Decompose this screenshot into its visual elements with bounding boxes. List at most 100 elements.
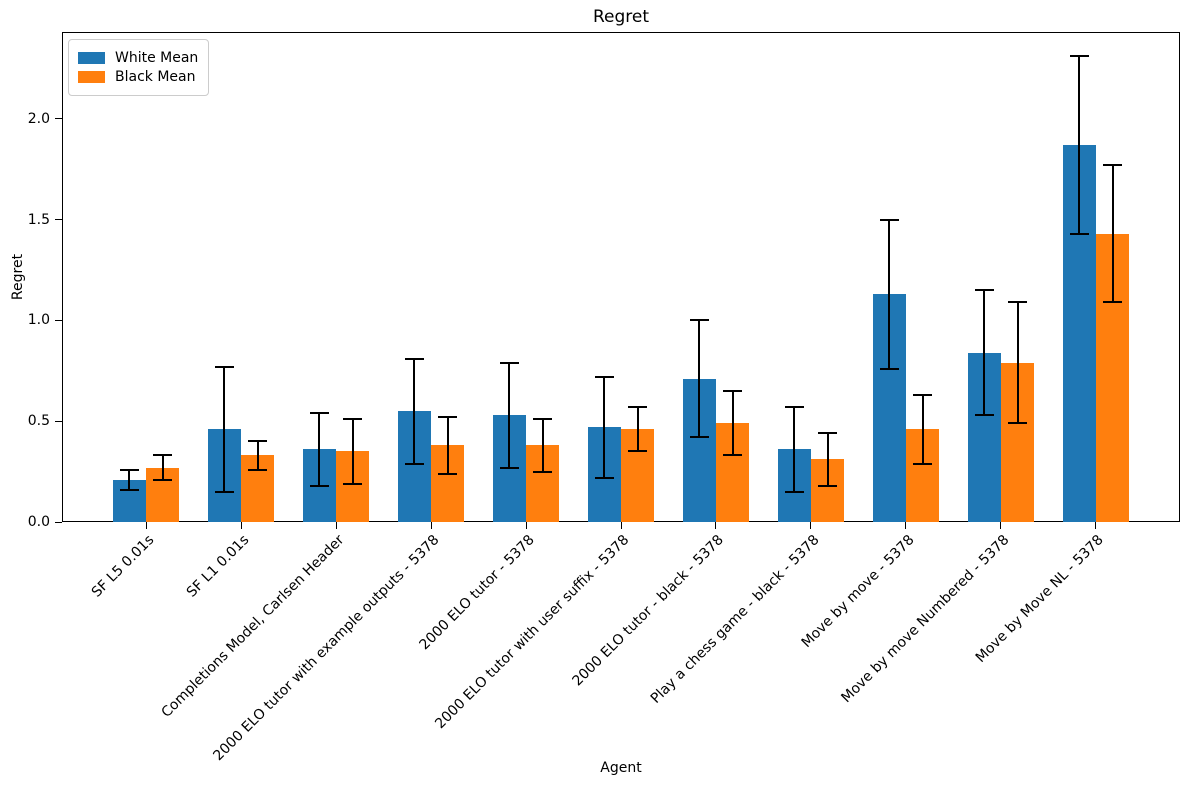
x-tick-label-text: SF L5 0.01s [88, 532, 158, 601]
x-tick-label-text: 2000 ELO tutor - black - 5378 [569, 532, 728, 690]
x-tick [335, 522, 337, 529]
y-tick [55, 420, 62, 422]
error-bar [698, 320, 701, 438]
error-bar-cap-bottom [119, 488, 139, 491]
error-bar [921, 394, 924, 464]
error-bar-cap-bottom [974, 414, 994, 417]
error-bar [256, 441, 259, 470]
error-bar [983, 290, 986, 416]
y-axis-label: Regret [10, 253, 26, 301]
legend-entry-white-mean: White Mean [78, 50, 198, 66]
error-bar-cap-bottom [913, 462, 933, 465]
error-bar-cap-bottom [1069, 232, 1089, 235]
legend-swatch-black-mean [78, 71, 105, 83]
error-bar [161, 455, 164, 480]
error-bar-cap-bottom [404, 462, 424, 465]
error-bar-cap-top [1103, 164, 1123, 167]
x-tick [620, 522, 622, 529]
error-bar-cap-top [784, 406, 804, 409]
error-bar [636, 407, 639, 452]
x-tick [905, 522, 907, 529]
error-bar-cap-bottom [879, 367, 899, 370]
error-bar-cap-top [248, 440, 268, 443]
y-tick-label: 1.0 [27, 312, 50, 329]
x-tick [240, 522, 242, 529]
x-tick [715, 522, 717, 529]
error-bar-cap-top [153, 454, 173, 457]
error-bar-cap-bottom [818, 484, 838, 487]
x-tick [525, 522, 527, 529]
x-tick-label-text: 2000 ELO tutor with example outputs - 53… [210, 532, 443, 765]
error-bar-cap-top [974, 289, 994, 292]
error-bar [413, 358, 416, 464]
legend-label-black-mean: Black Mean [115, 69, 196, 85]
error-bar-cap-top [1069, 55, 1089, 58]
error-bar-cap-top [689, 319, 709, 322]
error-bar-cap-top [343, 418, 363, 421]
error-bar-cap-bottom [723, 454, 743, 457]
error-bar-cap-bottom [499, 466, 519, 469]
error-bar [541, 419, 544, 472]
error-bar-cap-bottom [248, 468, 268, 471]
error-bar [1078, 56, 1081, 234]
x-axis-label: Agent [600, 760, 642, 776]
error-bar [888, 219, 891, 369]
error-bar [128, 469, 131, 490]
legend-entry-black-mean: Black Mean [78, 69, 198, 85]
y-tick [55, 319, 62, 321]
error-bar-cap-bottom [214, 490, 234, 493]
legend-label-white-mean: White Mean [115, 50, 199, 66]
error-bar-cap-bottom [1103, 301, 1123, 304]
error-bar-cap-top [499, 361, 519, 364]
error-bar [731, 390, 734, 456]
error-bar-cap-bottom [343, 482, 363, 485]
error-bar-cap-bottom [438, 472, 458, 475]
error-bar [446, 417, 449, 474]
y-tick [55, 118, 62, 120]
error-bar-cap-top [214, 365, 234, 368]
error-bar-cap-bottom [533, 470, 553, 473]
error-bar [793, 407, 796, 492]
x-tick [810, 522, 812, 529]
error-bar-cap-top [404, 357, 424, 360]
error-bar [1016, 302, 1019, 424]
error-bar [826, 433, 829, 486]
error-bar-cap-bottom [309, 484, 329, 487]
y-tick-label: 2.0 [27, 110, 50, 127]
error-bar [508, 362, 511, 468]
y-tick-label: 0.0 [27, 514, 50, 530]
error-bar-cap-top [913, 393, 933, 396]
error-bar-cap-top [438, 416, 458, 419]
error-bar [1111, 165, 1114, 303]
error-bar-cap-bottom [784, 490, 804, 493]
x-tick-label-text: Play a chess game - black - 5378 [647, 532, 823, 707]
y-tick [55, 521, 62, 523]
error-bar-cap-top [594, 375, 614, 378]
x-tick [1095, 522, 1097, 529]
error-bar [351, 419, 354, 484]
x-tick-label-text: SF L1 0.01s [183, 532, 253, 601]
x-tick-label-text: 2000 ELO tutor with user suffix - 5378 [432, 532, 633, 733]
error-bar [318, 413, 321, 486]
error-bar-cap-bottom [1008, 422, 1028, 425]
x-tick [145, 522, 147, 529]
y-tick-label: 1.5 [27, 211, 50, 228]
error-bar-cap-top [119, 468, 139, 471]
error-bar-cap-top [818, 432, 838, 435]
x-tick-label-text: Move by move Numbered - 5378 [838, 532, 1013, 707]
error-bar-cap-top [1008, 301, 1028, 304]
error-bar-cap-top [628, 406, 648, 409]
legend-swatch-white-mean [78, 52, 105, 64]
x-tick [430, 522, 432, 529]
error-bar-cap-bottom [689, 436, 709, 439]
error-bar-cap-top [879, 218, 899, 221]
x-tick-label-text: Completions Model, Carlsen Header [158, 532, 348, 721]
chart-title: Regret [592, 7, 650, 27]
error-bar-cap-top [723, 389, 743, 392]
error-bar-cap-bottom [153, 478, 173, 481]
error-bar-cap-bottom [628, 450, 648, 453]
error-bar-cap-top [309, 412, 329, 415]
error-bar [223, 366, 226, 492]
y-tick-label: 0.5 [27, 413, 50, 430]
